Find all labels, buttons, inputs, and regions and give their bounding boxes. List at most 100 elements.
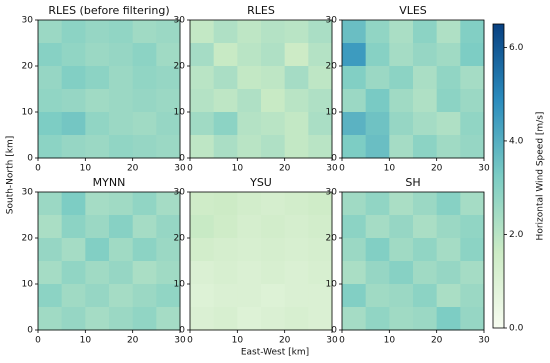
heat-cell bbox=[284, 135, 309, 159]
heat-cell bbox=[190, 261, 215, 285]
x-tick-label: 20 bbox=[431, 164, 443, 174]
heat-cell bbox=[460, 89, 485, 113]
heat-cell bbox=[213, 43, 238, 67]
heat-cell bbox=[213, 20, 238, 44]
heat-cell bbox=[132, 261, 157, 285]
heat-cell bbox=[365, 238, 390, 262]
heat-cell bbox=[61, 261, 86, 285]
heat-cell bbox=[413, 112, 438, 136]
heat-cell bbox=[436, 307, 461, 331]
heat-cell bbox=[389, 66, 414, 90]
y-tick-label: 20 bbox=[22, 62, 34, 72]
heat-cell bbox=[284, 66, 309, 90]
heat-cell bbox=[213, 112, 238, 136]
heat-cell bbox=[308, 284, 333, 308]
heat-cell bbox=[109, 89, 134, 113]
heat-cell bbox=[436, 112, 461, 136]
heat-cell bbox=[190, 20, 215, 44]
heat-cell bbox=[261, 261, 286, 285]
panel-frame bbox=[341, 191, 485, 331]
heat-cell bbox=[389, 307, 414, 331]
heat-cell bbox=[38, 66, 63, 90]
x-tick-label: 10 bbox=[384, 336, 396, 346]
heat-cell bbox=[365, 20, 390, 44]
heat-cell bbox=[460, 284, 485, 308]
x-tick-label: 20 bbox=[431, 336, 443, 346]
heat-cell bbox=[413, 215, 438, 239]
heat-cell bbox=[308, 89, 333, 113]
heat-cell bbox=[365, 192, 390, 216]
heat-cell bbox=[61, 192, 86, 216]
heat-cell bbox=[38, 20, 63, 44]
heat-cell bbox=[365, 261, 390, 285]
y-tick-label: 0 bbox=[179, 326, 185, 336]
heat-cell bbox=[342, 284, 367, 308]
heat-cell bbox=[413, 20, 438, 44]
y-tick-label: 10 bbox=[174, 280, 186, 290]
y-axis-label: South-North [km] bbox=[6, 136, 16, 214]
colorbar-tick-label: 6.0 bbox=[509, 43, 524, 53]
y-tick-label: 0 bbox=[27, 154, 33, 164]
heat-cell bbox=[213, 261, 238, 285]
heat-cell bbox=[389, 43, 414, 67]
panel-frame bbox=[189, 19, 333, 159]
heat-cell bbox=[237, 284, 262, 308]
x-tick-label: 0 bbox=[187, 164, 193, 174]
heat-cell bbox=[61, 112, 86, 136]
heat-cell bbox=[85, 238, 110, 262]
heat-cell bbox=[156, 112, 181, 136]
heat-cell bbox=[132, 135, 157, 159]
panel-title: VLES bbox=[399, 4, 427, 17]
heat-cell bbox=[389, 112, 414, 136]
heat-cell bbox=[109, 112, 134, 136]
heat-cell bbox=[156, 43, 181, 67]
heat-cell bbox=[237, 261, 262, 285]
heat-cell bbox=[132, 215, 157, 239]
heat-cell bbox=[237, 112, 262, 136]
y-tick-label: 30 bbox=[326, 16, 338, 26]
heat-cell bbox=[213, 135, 238, 159]
heat-cell bbox=[109, 307, 134, 331]
heat-cell bbox=[436, 89, 461, 113]
y-tick-label: 20 bbox=[326, 62, 338, 72]
heat-cell bbox=[460, 20, 485, 44]
panel-frame bbox=[341, 19, 485, 159]
heat-cell bbox=[308, 43, 333, 67]
x-tick-label: 0 bbox=[339, 336, 345, 346]
heat-cell bbox=[109, 66, 134, 90]
heat-cell bbox=[85, 135, 110, 159]
heat-cell bbox=[190, 66, 215, 90]
heat-cell bbox=[132, 20, 157, 44]
heat-cell bbox=[237, 43, 262, 67]
heat-cell bbox=[365, 112, 390, 136]
heat-cell bbox=[342, 215, 367, 239]
heat-cell bbox=[109, 135, 134, 159]
heat-cell bbox=[61, 20, 86, 44]
heat-cell bbox=[61, 43, 86, 67]
heat-cell bbox=[261, 89, 286, 113]
y-tick-label: 30 bbox=[174, 188, 186, 198]
heat-cell bbox=[38, 43, 63, 67]
colorbar-label: Horizontal Wind Speed [m/s] bbox=[536, 112, 546, 241]
heat-cell bbox=[413, 43, 438, 67]
heat-cell bbox=[38, 135, 63, 159]
heat-cell bbox=[237, 89, 262, 113]
heat-cell bbox=[213, 66, 238, 90]
heat-cell bbox=[261, 192, 286, 216]
heat-cell bbox=[261, 284, 286, 308]
heat-cell bbox=[156, 284, 181, 308]
heat-cell bbox=[213, 215, 238, 239]
heat-cell bbox=[261, 20, 286, 44]
heat-cell bbox=[284, 192, 309, 216]
heat-cell bbox=[284, 307, 309, 331]
heat-cell bbox=[284, 43, 309, 67]
x-tick-label: 10 bbox=[80, 336, 92, 346]
colorbar-tick-label: 0.0 bbox=[509, 324, 524, 334]
heat-cell bbox=[460, 307, 485, 331]
y-tick-label: 0 bbox=[331, 154, 337, 164]
heat-cell bbox=[156, 66, 181, 90]
heat-cell bbox=[237, 66, 262, 90]
x-tick-label: 0 bbox=[35, 336, 41, 346]
heat-cell bbox=[190, 89, 215, 113]
heat-cell bbox=[109, 261, 134, 285]
